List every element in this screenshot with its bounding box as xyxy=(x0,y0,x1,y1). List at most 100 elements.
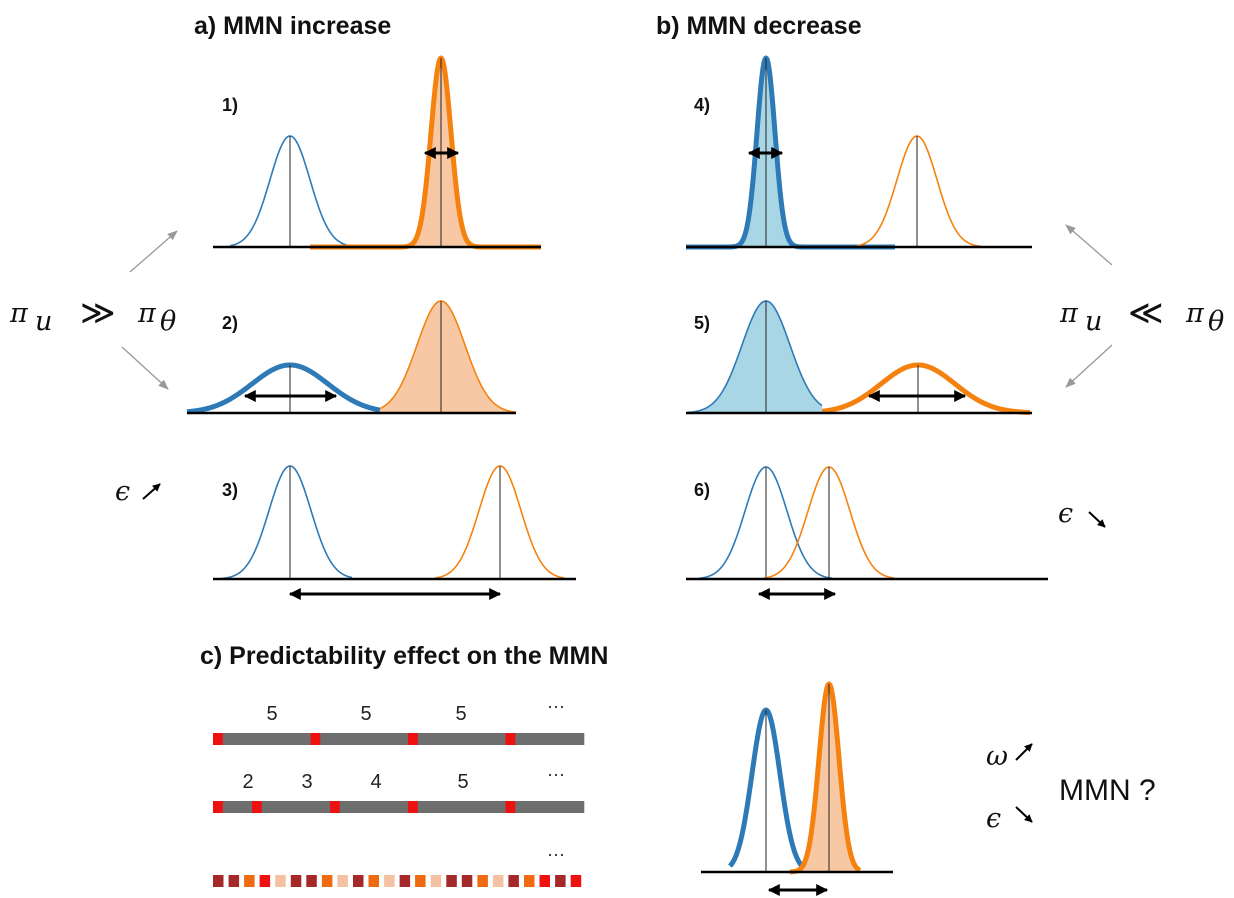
row2-tone xyxy=(330,801,341,813)
row1-tone xyxy=(320,733,331,745)
panel-label-5: 5) xyxy=(694,313,710,333)
row2-tone xyxy=(271,801,282,813)
row1-tone xyxy=(476,733,487,745)
row1-tone xyxy=(310,733,321,745)
panel5-standard-curve xyxy=(687,300,823,414)
row1-tone xyxy=(281,733,292,745)
row2-tone xyxy=(544,801,555,813)
row3-tone xyxy=(555,875,566,887)
epsilon-left: ϵ xyxy=(115,476,130,507)
row2-tone xyxy=(525,801,536,813)
row2-label-2: 3 xyxy=(301,771,312,793)
row3-tone xyxy=(399,875,411,887)
row2-label-3: 4 xyxy=(370,771,381,793)
row1-tone xyxy=(388,733,399,745)
row3-tone xyxy=(461,875,473,887)
row1-tone xyxy=(495,733,507,745)
panel2-deviant-curve-fill xyxy=(380,301,516,413)
panel-c-deviant-curve-fill xyxy=(790,684,860,872)
arrow-to-panel-1 xyxy=(129,230,178,273)
row3-tone xyxy=(244,875,255,887)
row1-tone xyxy=(261,733,273,745)
row2-tone xyxy=(486,801,497,813)
row3-tone xyxy=(430,875,442,887)
arrow-to-panel-5 xyxy=(1065,344,1113,388)
row3-tone xyxy=(306,875,317,887)
row1-tone xyxy=(447,733,458,745)
heading-predictability: c) Predictability effect on the MMN xyxy=(200,642,608,670)
row1-ellipsis: ··· xyxy=(547,696,565,716)
row2-tone xyxy=(378,801,390,813)
row1-tone xyxy=(427,733,438,745)
row2-tone xyxy=(291,801,302,813)
row2-tone xyxy=(515,801,526,813)
row3-tone xyxy=(492,875,504,887)
row3-tone xyxy=(275,875,286,887)
pi-u-left-subscript: u xyxy=(35,306,52,337)
row2-tone xyxy=(261,801,273,813)
row3-tone xyxy=(415,875,426,887)
row1-tone xyxy=(213,733,224,745)
row2-tone xyxy=(554,801,565,813)
much-less-symbol: ≪ xyxy=(1128,293,1164,333)
row2-tone xyxy=(310,801,321,813)
row3-tone xyxy=(368,875,379,887)
row2-tone xyxy=(300,801,312,813)
omega-up-arrow xyxy=(1015,743,1033,761)
much-greater-symbol: ≫ xyxy=(80,293,116,333)
row2-tone xyxy=(213,801,224,813)
pi-theta-left-subscript: θ xyxy=(160,306,176,337)
row1-tone xyxy=(466,733,477,745)
row2-tone xyxy=(281,801,292,813)
row3-tone xyxy=(539,875,550,887)
row2-tone xyxy=(495,801,507,813)
pi-theta-left: π xyxy=(137,298,157,329)
row2-tone xyxy=(447,801,458,813)
row2-tone xyxy=(564,801,575,813)
panel2-standard-curve xyxy=(185,362,382,415)
row2-tone xyxy=(398,801,409,813)
row3-tone xyxy=(384,875,395,887)
predictability-relation: ω ϵ MMN ? xyxy=(986,741,1156,834)
row3-tone xyxy=(524,875,535,887)
panel4-standard-curve-fill xyxy=(686,58,895,247)
row3-tone xyxy=(290,875,302,887)
row1-tone xyxy=(564,733,575,745)
row1-tone xyxy=(437,733,448,745)
row1-tone xyxy=(300,733,312,745)
row2-tone xyxy=(476,801,487,813)
panel-label-1: 1) xyxy=(222,95,238,115)
panel-c-standard-curve xyxy=(728,707,812,874)
row1-tone xyxy=(232,733,243,745)
row2-tone xyxy=(222,801,234,813)
panel4-deviant-curve xyxy=(856,135,981,248)
pi-u-left: π xyxy=(9,298,29,329)
row2-tone xyxy=(242,801,253,813)
row3-tone xyxy=(337,875,348,887)
row2-tone xyxy=(534,801,546,813)
panel4-standard-curve xyxy=(684,55,897,250)
row1-tone xyxy=(544,733,555,745)
row1-tone xyxy=(378,733,390,745)
mmn-question: MMN ? xyxy=(1059,774,1156,807)
panel-label-4: 4) xyxy=(694,95,710,115)
row2-tone xyxy=(320,801,331,813)
epsilon-up-arrow xyxy=(142,483,161,500)
row1-tone xyxy=(525,733,536,745)
epsilon-c-down-arrow xyxy=(1015,806,1033,823)
panel3-standard-curve xyxy=(221,465,353,580)
row2-tone xyxy=(388,801,399,813)
row2-tone xyxy=(252,801,263,813)
row1-tone xyxy=(456,733,468,745)
row1-label-1: 5 xyxy=(266,703,277,725)
heading-mmn-decrease: b) MMN decrease xyxy=(656,12,862,40)
arrow-to-panel-4 xyxy=(1065,224,1113,266)
row1-tone xyxy=(573,733,585,745)
epsilon-right: ϵ xyxy=(1058,498,1073,529)
panel5-deviant-curve xyxy=(820,362,1032,416)
sequence-labels: 5 5 5 ··· 2 3 4 5 ··· ··· xyxy=(242,696,565,864)
row2-tone xyxy=(339,801,351,813)
row2-label-4: 5 xyxy=(457,771,468,793)
row2-tone xyxy=(349,801,360,813)
